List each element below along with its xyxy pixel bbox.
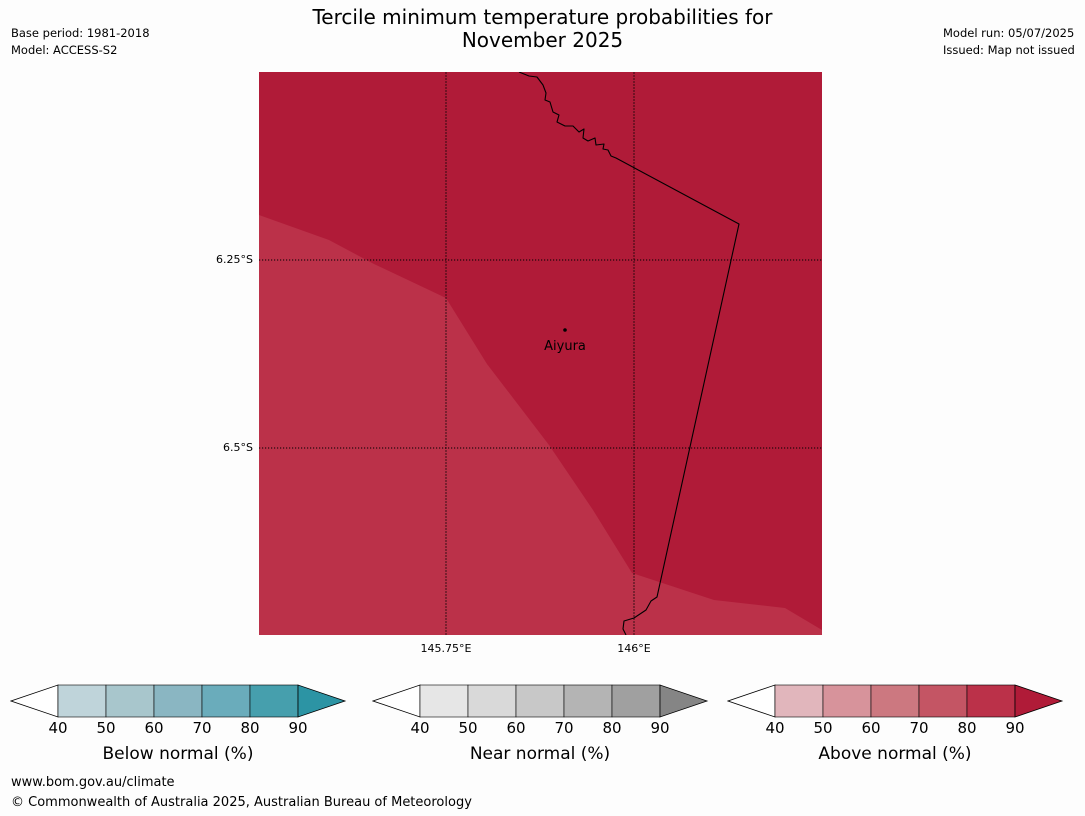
colorbar-tick-label: 60 [861, 719, 881, 737]
colorbar-tick-label: 90 [1005, 719, 1025, 737]
colorbar-segment [515, 684, 565, 718]
colorbar-above-normal-svg [727, 684, 1064, 718]
colorbar-segment [822, 684, 872, 718]
colorbar-segment [774, 684, 824, 718]
issued-label: Issued: Map not issued [943, 43, 1075, 57]
province-boundary [518, 71, 740, 636]
colorbar-near-normal-svg [372, 684, 709, 718]
colorbar-tick-label: 50 [458, 719, 478, 737]
colorbar-extend-high [1014, 684, 1064, 718]
model-label: Model: ACCESS-S2 [11, 43, 118, 57]
lon-label-146: 146°E [617, 642, 651, 655]
footer-copyright: © Commonwealth of Australia 2025, Austra… [11, 795, 472, 810]
colorbar-tick-label: 80 [957, 719, 977, 737]
map-title-line2: November 2025 [461, 28, 624, 52]
colorbar-near-normal: Near normal (%) 40 50 60 70 80 90 [372, 684, 712, 774]
colorbar-below-normal: Below normal (%) 40 50 60 70 80 90 [10, 684, 350, 774]
colorbar-tick-label: 50 [813, 719, 833, 737]
colorbar-tick-label: 60 [144, 719, 164, 737]
colorbar-extend-high [297, 684, 347, 718]
colorbar-segment [249, 684, 299, 718]
colorbar-above-normal-label: Above normal (%) [818, 744, 972, 764]
colorbar-above-normal: Above normal (%) 40 50 60 70 80 90 [727, 684, 1067, 774]
colorbar-extend-low [10, 684, 59, 718]
colorbar-segment [870, 684, 920, 718]
colorbar-tick-label: 70 [554, 719, 574, 737]
map-title: Tercile minimum temperature probabilitie… [0, 6, 1085, 52]
colorbar-segment [563, 684, 613, 718]
region-lower-probability [259, 215, 822, 635]
colorbar-tick-label: 80 [602, 719, 622, 737]
colorbar-segment [918, 684, 968, 718]
colorbar-tick-label: 40 [410, 719, 430, 737]
colorbar-tick-label: 50 [96, 719, 116, 737]
aiyura-label: Aiyura [544, 339, 586, 354]
colorbar-below-normal-label: Below normal (%) [102, 744, 254, 764]
colorbar-segment [57, 684, 107, 718]
map-svg[interactable]: Aiyura [259, 71, 822, 636]
colorbar-tick-label: 60 [506, 719, 526, 737]
colorbar-segment [467, 684, 517, 718]
footer-url[interactable]: www.bom.gov.au/climate [11, 775, 175, 790]
colorbar-segment [153, 684, 203, 718]
colorbar-tick-label: 40 [765, 719, 785, 737]
colorbar-extend-low [727, 684, 776, 718]
colorbar-tick-label: 90 [650, 719, 670, 737]
lat-label-6-5: 6.5°S [223, 441, 253, 454]
model-run-label: Model run: 05/07/2025 [943, 26, 1075, 40]
colorbar-tick-label: 70 [192, 719, 212, 737]
colorbar-extend-low [372, 684, 421, 718]
lon-label-145-75: 145.75°E [420, 642, 472, 655]
base-period-label: Base period: 1981-2018 [11, 26, 150, 40]
colorbar-tick-label: 70 [909, 719, 929, 737]
colorbar-segment [105, 684, 155, 718]
colorbar-near-normal-label: Near normal (%) [469, 744, 611, 764]
aiyura-marker[interactable] [563, 328, 567, 332]
colorbar-segment [611, 684, 661, 718]
lat-label-6-25: 6.25°S [216, 253, 253, 266]
colorbar-extend-high [659, 684, 709, 718]
colorbar-segment [201, 684, 251, 718]
colorbar-segment [966, 684, 1016, 718]
colorbar-tick-label: 90 [288, 719, 308, 737]
colorbar-below-normal-svg [10, 684, 347, 718]
colorbar-tick-label: 40 [48, 719, 68, 737]
colorbar-segment [419, 684, 469, 718]
map-title-line1: Tercile minimum temperature probabilitie… [312, 5, 773, 29]
map-panel[interactable]: Aiyura [259, 71, 822, 636]
colorbar-tick-label: 80 [240, 719, 260, 737]
